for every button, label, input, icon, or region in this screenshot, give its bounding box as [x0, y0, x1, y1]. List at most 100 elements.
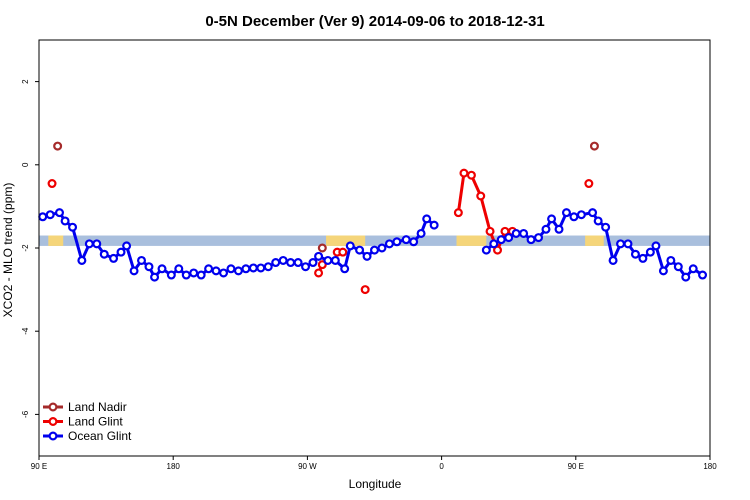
ocean-glint-point: [409, 237, 419, 247]
x-axis-label: Longitude: [349, 477, 402, 491]
legend-label: Ocean Glint: [68, 429, 132, 443]
y-tick-label: -6: [21, 410, 30, 418]
ocean-glint-point: [248, 263, 258, 273]
ocean-glint-point: [211, 266, 221, 276]
ocean-glint-point: [481, 245, 491, 255]
ocean-glint-point: [129, 266, 139, 276]
ocean-glint-point: [219, 268, 229, 278]
ocean-glint-point: [271, 258, 281, 268]
ocean-glint-point: [554, 224, 564, 234]
band-highlight-2: [456, 235, 487, 246]
ocean-glint-point: [638, 253, 648, 263]
ocean-glint-point: [286, 258, 296, 268]
land-glint-line-segment: [479, 195, 492, 232]
legend-item-land-nadir: Land Nadir: [43, 400, 127, 414]
band-highlight-0: [48, 235, 64, 246]
legend-swatch-point: [48, 417, 58, 427]
ocean-glint-point: [330, 255, 340, 265]
ocean-glint-point: [345, 241, 355, 251]
ocean-glint-point: [688, 264, 698, 274]
ocean-glint-point: [681, 272, 691, 282]
ocean-glint-point: [645, 247, 655, 257]
ocean-glint-point: [256, 263, 266, 273]
x-tick-label: 90 E: [568, 462, 584, 471]
x-axis: 90 E 180 90 W 0 90 E 180: [31, 456, 717, 471]
ocean-glint-point: [174, 264, 184, 274]
ocean-glint-point: [534, 233, 544, 243]
ocean-glint-point: [116, 247, 126, 257]
ocean-glint-point: [181, 270, 191, 280]
ocean-glint-point: [99, 249, 109, 259]
ocean-glint-point: [588, 208, 598, 218]
ocean-glint-point: [233, 266, 243, 276]
x-tick-label: 180: [703, 462, 717, 471]
ocean-glint-point: [340, 264, 350, 274]
ocean-glint-point: [526, 235, 536, 245]
ocean-glint-point: [569, 212, 579, 222]
ocean-glint-point: [189, 268, 199, 278]
ocean-glint-point: [355, 245, 365, 255]
ocean-glint-point: [362, 251, 372, 261]
ocean-glint-point: [392, 237, 402, 247]
land-glint-line-segment: [456, 172, 466, 213]
y-tick-label: 0: [21, 162, 30, 167]
legend-item-ocean-glint: Ocean Glint: [43, 429, 132, 443]
ocean-glint-point: [401, 235, 411, 245]
ocean-glint-point: [370, 245, 380, 255]
land-glint-point: [360, 285, 370, 295]
ocean-glint-point: [630, 249, 640, 259]
legend-label: Land Nadir: [68, 400, 127, 414]
ocean-glint-point: [263, 262, 273, 272]
ocean-glint-point: [68, 222, 78, 232]
land-glint-point: [338, 247, 348, 257]
ocean-glint-point: [323, 255, 333, 265]
ocean-glint-point: [519, 228, 529, 238]
ocean-glint-point: [608, 255, 618, 265]
y-axis: 2 0 -2 -4 -6: [21, 79, 39, 418]
x-tick-label: 0: [439, 462, 444, 471]
ocean-glint-point: [504, 233, 514, 243]
ocean-glint-point: [60, 216, 70, 226]
ocean-glint-point: [137, 255, 147, 265]
ocean-glint-point: [301, 262, 311, 272]
ocean-glint-point: [541, 224, 551, 234]
ocean-glint-point: [561, 208, 571, 218]
series-land-glint: [47, 168, 594, 295]
y-axis-label: XCO2 - MLO trend (ppm): [1, 183, 15, 318]
land-glint-point: [584, 179, 594, 189]
ocean-glint-point: [416, 228, 426, 238]
ocean-glint-point: [150, 272, 160, 282]
series-land-nadir: [53, 141, 599, 253]
legend-item-land-glint: Land Glint: [43, 415, 123, 429]
ocean-glint-point: [84, 239, 94, 249]
ocean-glint-point: [196, 270, 206, 280]
ocean-glint-point: [293, 258, 303, 268]
series-ocean-glint: [38, 208, 708, 282]
reference-band: [39, 235, 710, 246]
ocean-glint-point: [157, 264, 167, 274]
x-tick-label: 90 W: [298, 462, 317, 471]
ocean-glint-line-segment: [71, 226, 84, 261]
ocean-glint-point: [673, 262, 683, 272]
y-tick-label: -4: [21, 327, 30, 335]
ocean-glint-point: [593, 216, 603, 226]
ocean-glint-point: [204, 264, 214, 274]
land-glint-point: [453, 208, 463, 218]
legend-label: Land Glint: [68, 415, 123, 429]
ocean-glint-point: [314, 251, 324, 261]
plot-area: [38, 141, 710, 295]
land-nadir-point: [589, 141, 599, 151]
ocean-glint-line-segment: [604, 226, 615, 261]
band-highlight-1: [326, 235, 366, 246]
ocean-glint-point: [666, 255, 676, 265]
x-tick-label: 90 E: [31, 462, 47, 471]
ocean-glint-point: [45, 210, 55, 220]
land-nadir-point: [317, 243, 327, 253]
x-tick-label: 180: [167, 462, 181, 471]
ocean-glint-point: [658, 266, 668, 276]
ocean-glint-point: [422, 214, 432, 224]
band-highlight-3: [585, 235, 604, 246]
land-glint-point: [459, 168, 469, 178]
land-glint-point: [476, 191, 486, 201]
